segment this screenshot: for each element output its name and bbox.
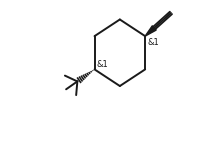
Text: &1: &1 bbox=[97, 60, 109, 69]
Text: &1: &1 bbox=[147, 38, 159, 47]
Polygon shape bbox=[145, 26, 156, 36]
